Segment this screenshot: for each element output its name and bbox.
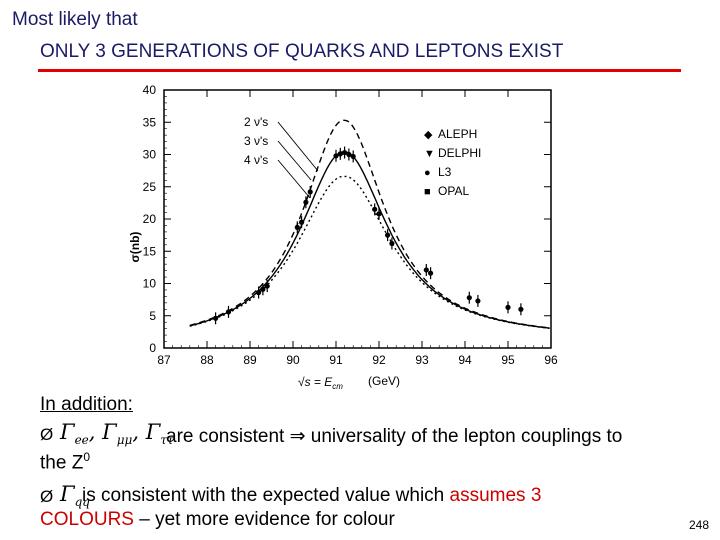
- data-point: [389, 240, 395, 247]
- svg-text:√s = Ecm: √s = Ecm: [298, 375, 343, 390]
- bullet-arrow-icon: Ø: [40, 487, 54, 506]
- gamma-sub-mumu: μμ: [116, 433, 133, 448]
- slide-title-line2: ONLY 3 GENERATIONS OF QUARKS AND LEPTONS…: [40, 41, 564, 62]
- data-point: [303, 199, 309, 205]
- data-point: [299, 219, 305, 225]
- data-point: [466, 295, 472, 301]
- legend-marker-icon: ●: [424, 167, 431, 179]
- x-tick-labels: 87 88 89 90 91 92 93 94 95 96: [157, 353, 558, 367]
- colours-highlight: COLOURS: [40, 509, 134, 530]
- x-tick-label: 90: [286, 353, 300, 367]
- x-axis-label-unit: (GeV): [368, 374, 400, 388]
- bullet1-text: are consistent ⇒ universality of the lep…: [166, 426, 623, 447]
- gamma-leptons-formula: Γee, Γμμ, Γττ: [60, 420, 174, 448]
- data-point: [385, 232, 391, 238]
- gamma-symbol: Γ: [102, 420, 117, 444]
- z-lineshape-chart: 87 88 89 90 91 92 93 94 95 96 0 5 10 15 20 25 30 35 40 σ(…: [128, 83, 558, 390]
- data-point: [337, 151, 343, 157]
- gamma-sub-qq: qq: [74, 495, 90, 510]
- theory-curve: [189, 175, 550, 329]
- x-tick-label: 95: [501, 353, 515, 367]
- bullet2-text-cont: COLOURS – yet more evidence for colour: [40, 509, 395, 530]
- data-point: [294, 224, 300, 230]
- bullet2-text: is consistent with the expected value wh…: [82, 485, 542, 506]
- data-point: [333, 153, 339, 159]
- y-tick-label: 20: [143, 212, 157, 226]
- gamma-qq-formula: Γqq: [60, 482, 90, 509]
- legend-marker-icon: ▼: [424, 148, 435, 160]
- gamma-sub-tautau: ττ: [160, 433, 174, 448]
- y-axis-label: σ(nb): [128, 232, 142, 263]
- chart-legend: ◆ ALEPH▼ DELPHI ● L3 ■ OPAL: [424, 127, 481, 198]
- curve-labels: 2 ν's 3 ν's 4 ν's: [244, 115, 319, 199]
- plot-frame: [163, 89, 552, 349]
- data-point: [264, 283, 270, 289]
- gamma-symbol: Γ: [145, 420, 161, 444]
- y-tick-label: 40: [143, 83, 157, 97]
- y-tick-labels: 0 5 10 15 20 25 30 35 40: [143, 83, 157, 355]
- y-tick-label: 0: [149, 341, 156, 355]
- page-number: 248: [689, 518, 710, 532]
- legend-marker-icon: ■: [424, 186, 431, 198]
- y-tick-label: 5: [149, 309, 156, 323]
- data-point: [428, 270, 434, 276]
- curve-label: 4 ν's: [244, 153, 268, 167]
- y-tick-label: 30: [143, 148, 157, 162]
- curve-label-pointer: [277, 121, 319, 172]
- gamma-sub-ee: ee: [74, 433, 89, 448]
- x-tick-label: 93: [415, 353, 429, 367]
- x-tick-label: 87: [157, 353, 171, 367]
- legend-label: OPAL: [438, 184, 469, 198]
- curve-label-pointer: [277, 159, 311, 199]
- data-point: [260, 286, 266, 292]
- gamma-symbol: Γ: [60, 420, 75, 444]
- data-point: [256, 289, 262, 296]
- title-underline-rule: [38, 69, 681, 72]
- y-tick-label: 10: [143, 277, 157, 291]
- theory-curve: [189, 119, 550, 329]
- legend-label: DELPHI: [438, 146, 481, 160]
- data-point: [376, 211, 382, 217]
- data-point: [342, 149, 348, 156]
- x-tick-label: 88: [200, 353, 214, 367]
- gamma-symbol: Γ: [60, 482, 75, 506]
- theory-curve: [189, 151, 550, 329]
- data-point: [505, 304, 511, 310]
- data-point: [423, 267, 429, 273]
- data-point: [372, 206, 378, 212]
- bullet1-text-cont: the Z0: [40, 450, 90, 474]
- slide-title-line1: Most likely that: [12, 9, 138, 30]
- data-point: [225, 309, 232, 315]
- y-tick-label: 25: [143, 180, 157, 194]
- theory-curves: [189, 119, 550, 329]
- x-tick-label: 92: [372, 353, 386, 367]
- legend-label: ALEPH: [438, 127, 477, 141]
- bullet-arrow-icon: Ø: [40, 425, 54, 444]
- x-tick-label: 89: [243, 353, 257, 367]
- x-axis-label-main: √s = E: [298, 375, 333, 389]
- y-tick-label: 15: [143, 244, 157, 258]
- curve-label: 3 ν's: [244, 134, 268, 148]
- data-point: [518, 306, 524, 312]
- y-tick-label: 35: [143, 115, 157, 129]
- assumes-3-highlight: assumes 3: [449, 485, 542, 506]
- legend-label: L3: [438, 165, 452, 179]
- x-tick-label: 94: [458, 353, 472, 367]
- x-tick-label: 96: [544, 353, 558, 367]
- curve-label-pointer: [277, 140, 312, 181]
- data-point: [307, 189, 313, 195]
- data-point: [475, 298, 481, 304]
- legend-marker-icon: ◆: [424, 129, 433, 141]
- data-point: [346, 151, 352, 158]
- data-points: [213, 146, 524, 325]
- x-axis-label: √s = Ecm (GeV): [298, 374, 400, 390]
- axis-ticks: [163, 89, 552, 349]
- x-tick-label: 91: [329, 353, 343, 367]
- curve-label: 2 ν's: [244, 115, 268, 129]
- data-point: [213, 315, 219, 321]
- data-point: [350, 153, 356, 160]
- addition-heading: In addition:: [40, 394, 133, 415]
- x-axis-label-sub: cm: [332, 382, 343, 390]
